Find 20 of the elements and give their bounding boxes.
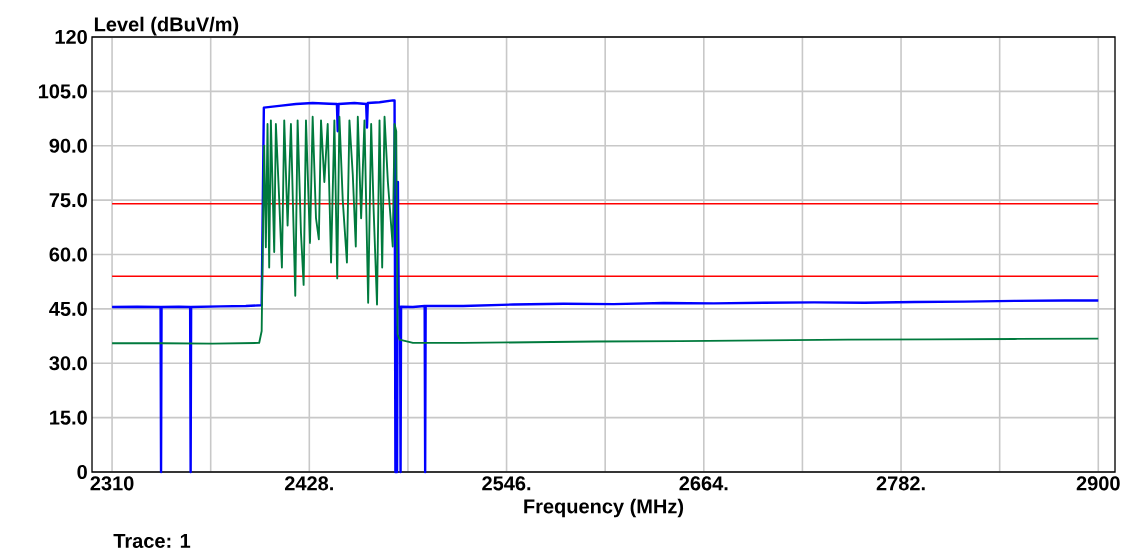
x-tick-label: 2664. [679, 476, 728, 491]
y-tick-label: 120 [55, 29, 87, 45]
x-axis-title: Frequency (MHz) [524, 498, 684, 518]
y-tick-label: 90.0 [49, 138, 87, 153]
x-tick-label: 2900 [1076, 476, 1120, 491]
y-tick-label: 30.0 [49, 356, 87, 371]
y-tick-label: 60.0 [49, 247, 87, 262]
y-tick-label: 15.0 [50, 410, 87, 425]
y-tick-label: 75.0 [49, 193, 87, 208]
y-tick-label: 0 [77, 464, 87, 480]
x-tick-label: 2546. [482, 476, 531, 491]
y-tick-label: 105.0 [38, 84, 87, 99]
y-tick-label: 45.0 [49, 301, 87, 316]
x-tick-label: 2310 [90, 476, 134, 491]
line-series [111, 115, 1100, 345]
line-series [110, 99, 1100, 474]
x-tick-label: 2782. [876, 476, 925, 491]
text: Trace: 1 [113, 534, 191, 548]
y-axis-title: Level (dBuV/m) [94, 16, 239, 36]
x-tick-label: 2428. [284, 476, 333, 491]
